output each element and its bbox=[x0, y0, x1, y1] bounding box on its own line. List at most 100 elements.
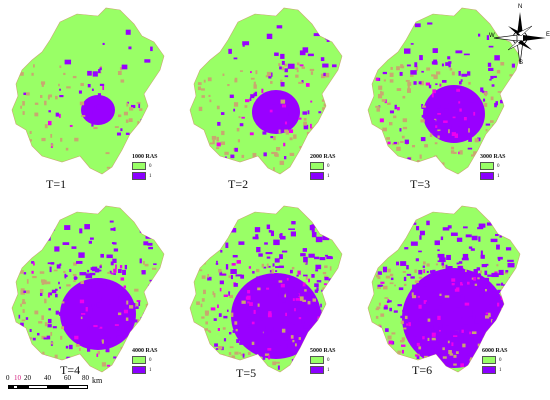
urban-cell bbox=[102, 42, 105, 46]
urban-cell bbox=[85, 300, 90, 305]
urban-cell bbox=[434, 325, 439, 330]
urban-cell bbox=[434, 142, 438, 145]
urban-cell bbox=[96, 104, 100, 110]
urban-cell bbox=[333, 318, 337, 322]
urban-cell bbox=[145, 303, 150, 308]
urban-cell bbox=[397, 106, 400, 111]
urban-cell bbox=[212, 291, 215, 296]
urban-cell bbox=[309, 68, 315, 72]
urban-cell bbox=[102, 85, 105, 91]
urban-cell bbox=[431, 74, 436, 77]
urban-cell bbox=[144, 230, 150, 233]
urban-cell bbox=[299, 64, 304, 67]
urban-cell bbox=[442, 162, 445, 165]
urban-cell bbox=[325, 294, 328, 297]
map-t4 bbox=[11, 205, 165, 373]
urban-cell bbox=[297, 270, 301, 275]
urban-cell bbox=[115, 264, 117, 269]
urban-cell bbox=[26, 279, 29, 284]
urban-cell bbox=[59, 88, 61, 91]
urban-cell bbox=[201, 298, 205, 302]
map-t1 bbox=[11, 7, 165, 175]
urban-cell bbox=[456, 88, 461, 92]
urban-cell bbox=[149, 298, 153, 301]
urban-cell bbox=[250, 71, 252, 74]
compass-rose: N S W E bbox=[489, 4, 550, 66]
urban-cell bbox=[481, 339, 487, 343]
urban-cell bbox=[380, 90, 382, 95]
urban-cell bbox=[424, 318, 429, 322]
urban-cell bbox=[301, 66, 306, 69]
urban-cell bbox=[412, 144, 416, 148]
urban-cell bbox=[296, 304, 301, 309]
t-label: T=5 bbox=[236, 366, 257, 380]
urban-cell bbox=[406, 363, 411, 368]
urban-cell bbox=[406, 298, 410, 303]
urban-cell bbox=[253, 324, 258, 327]
urban-cell bbox=[499, 235, 502, 238]
urban-cell bbox=[43, 337, 49, 340]
urban-cell bbox=[322, 235, 330, 241]
urban-cell bbox=[263, 124, 268, 128]
urban-cell bbox=[139, 258, 142, 264]
urban-cell bbox=[437, 129, 441, 132]
urban-cell bbox=[400, 339, 405, 342]
urban-cell bbox=[222, 358, 227, 363]
urban-cell bbox=[32, 164, 35, 169]
urban-cell bbox=[103, 332, 107, 337]
urban-cell bbox=[266, 71, 272, 77]
urban-cell bbox=[398, 158, 402, 163]
urban-cell bbox=[314, 289, 319, 293]
urban-cell bbox=[490, 311, 493, 314]
urban-cell bbox=[93, 127, 98, 130]
urban-cell bbox=[280, 322, 284, 326]
urban-cell bbox=[422, 336, 425, 340]
legend-value-1: 1 bbox=[149, 367, 152, 373]
urban-cell bbox=[91, 88, 94, 91]
scale-tick: 10 bbox=[14, 374, 21, 382]
urban-cell bbox=[245, 99, 250, 103]
urban-cell bbox=[239, 341, 244, 345]
legend-row-0: 0 bbox=[482, 356, 530, 364]
urban-cell bbox=[144, 230, 152, 236]
urban-cell bbox=[298, 81, 303, 84]
urban-cell bbox=[432, 89, 437, 94]
urban-cell bbox=[435, 83, 438, 86]
legend: 3000 RAS 0 1 bbox=[480, 154, 528, 180]
urban-cell bbox=[60, 137, 63, 142]
urban-cell bbox=[450, 100, 456, 103]
urban-cell bbox=[321, 73, 325, 79]
urban-cell bbox=[222, 327, 226, 330]
legend-row-0: 0 bbox=[480, 162, 528, 170]
urban-cell bbox=[477, 33, 481, 37]
urban-cell bbox=[410, 241, 418, 246]
urban-cell bbox=[149, 279, 153, 282]
urban-cell bbox=[234, 321, 238, 325]
urban-cell bbox=[295, 74, 299, 78]
urban-cell bbox=[406, 273, 412, 276]
urban-cell bbox=[451, 278, 456, 282]
urban-cell bbox=[93, 325, 98, 328]
legend-title: 6000 RAS bbox=[482, 348, 508, 354]
urban-cell bbox=[511, 63, 515, 68]
urban-cell bbox=[284, 121, 288, 125]
urban-cell bbox=[430, 272, 436, 276]
urban-cell bbox=[473, 269, 478, 272]
urban-cell bbox=[383, 306, 388, 310]
urban-cell bbox=[314, 327, 318, 330]
urban-cell bbox=[280, 283, 285, 288]
urban-cell bbox=[125, 330, 130, 333]
urban-cell bbox=[112, 242, 117, 245]
urban-cell bbox=[496, 244, 500, 250]
urban-cell bbox=[255, 70, 258, 75]
urban-cell bbox=[98, 115, 102, 118]
urban-cell bbox=[313, 33, 321, 37]
urban-cell bbox=[20, 322, 24, 327]
urban-cell bbox=[229, 346, 234, 349]
urban-cell bbox=[495, 101, 498, 106]
urban-cell bbox=[276, 147, 281, 151]
urban-cell bbox=[221, 273, 227, 276]
urban-cell bbox=[29, 328, 32, 332]
urban-cell bbox=[444, 295, 450, 298]
urban-cell bbox=[233, 108, 236, 112]
